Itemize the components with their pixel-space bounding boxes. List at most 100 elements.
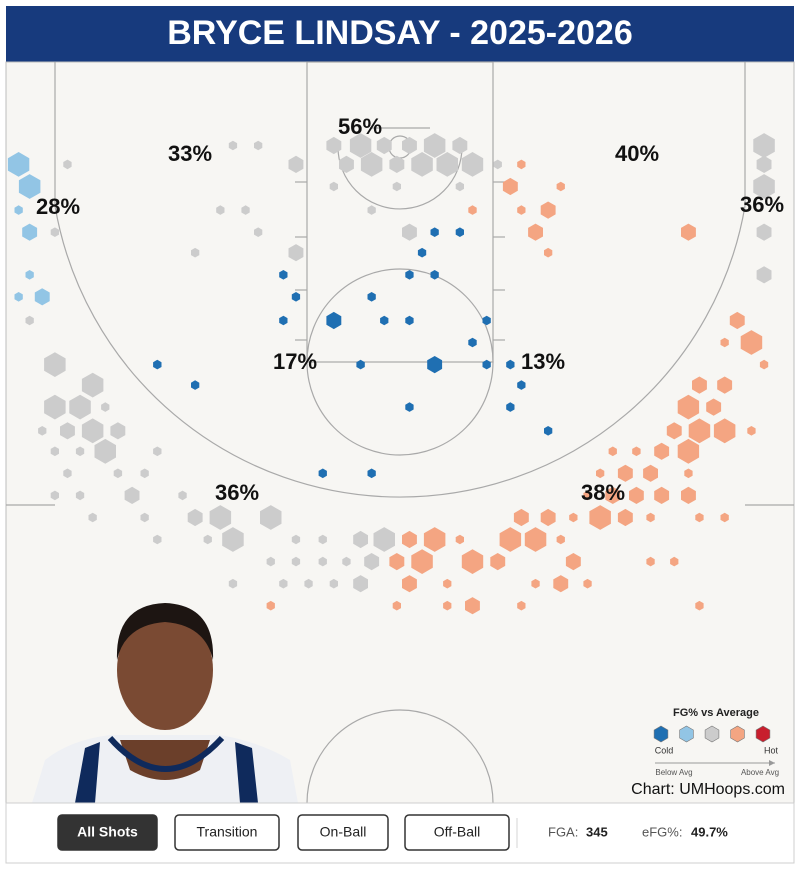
shot-hex xyxy=(544,426,553,436)
shot-hex xyxy=(279,578,288,589)
jersey-trim xyxy=(75,742,258,803)
shot-hex xyxy=(436,152,458,177)
shot-hex xyxy=(288,244,304,262)
shot-hex xyxy=(482,315,491,326)
shot-hex xyxy=(69,394,91,420)
shot-hex xyxy=(402,575,417,593)
stat-label: FGA: xyxy=(548,824,578,839)
shot-hex xyxy=(339,155,354,173)
shot-hex xyxy=(326,311,342,330)
shot-hex xyxy=(7,152,30,177)
shot-hex xyxy=(506,402,515,412)
shot-hex xyxy=(468,337,477,348)
filter-button-label[interactable]: All Shots xyxy=(77,824,138,840)
center-circle xyxy=(306,709,494,804)
shot-hex xyxy=(349,133,372,158)
shot-hex xyxy=(756,223,772,241)
filter-buttons: All Shots Transition On-Ball Off-Ball xyxy=(57,814,510,851)
shot-hex xyxy=(140,512,149,523)
shot-hex xyxy=(452,136,468,155)
shot-hex xyxy=(392,181,401,192)
shot-hex xyxy=(318,534,327,545)
filter-button[interactable] xyxy=(404,814,510,851)
head xyxy=(117,610,213,730)
shot-hex xyxy=(717,376,733,394)
restricted-area xyxy=(337,146,463,210)
zone-label: 17% xyxy=(273,349,317,374)
zone-label: 36% xyxy=(740,192,784,217)
stat-label: eFG%: xyxy=(642,824,682,839)
legend-swatch xyxy=(704,725,720,743)
shot-hex xyxy=(279,315,288,326)
zone-label: 13% xyxy=(521,349,565,374)
shot-hex xyxy=(329,578,338,589)
shot-hex xyxy=(720,512,729,523)
shot-hex xyxy=(605,486,621,504)
shot-hex xyxy=(517,205,526,215)
legend-above: Above Avg xyxy=(741,768,779,777)
filter-button-label[interactable]: Off-Ball xyxy=(434,824,480,840)
shot-hex xyxy=(44,352,66,377)
filter-button[interactable] xyxy=(297,814,389,851)
shot-hex xyxy=(706,398,722,416)
shot-hex xyxy=(326,136,342,155)
shot-hex xyxy=(455,181,464,192)
legend-swatch xyxy=(755,725,771,743)
filter-button[interactable] xyxy=(174,814,280,851)
legend-low: Cold xyxy=(655,745,674,755)
shot-hex xyxy=(25,315,34,326)
shot-hex xyxy=(14,292,23,302)
shot-hex xyxy=(506,359,515,370)
shot-hex xyxy=(617,508,633,527)
shot-hex xyxy=(747,426,756,436)
shot-hex xyxy=(402,136,417,155)
filter-button-label[interactable]: Transition xyxy=(197,824,258,840)
legend-below: Below Avg xyxy=(655,768,692,777)
shot-hex xyxy=(677,394,700,420)
shot-hex xyxy=(405,402,414,412)
shot-hex xyxy=(692,376,707,394)
shot-hex xyxy=(654,486,670,504)
shot-hex xyxy=(684,468,693,479)
shot-hex xyxy=(756,266,772,284)
shot-hex xyxy=(753,174,775,199)
stat-value: 49.7% xyxy=(691,824,728,839)
court-lines xyxy=(6,61,794,804)
shot-hex xyxy=(291,556,301,567)
shot-hex xyxy=(411,152,433,177)
shot-hex xyxy=(517,159,526,170)
filter-button-label[interactable]: On-Ball xyxy=(320,824,367,840)
shot-hex xyxy=(222,527,244,552)
shot-hex xyxy=(443,600,452,611)
shot-hex xyxy=(392,600,401,611)
shot-hex xyxy=(517,600,526,611)
shot-hex xyxy=(356,359,365,370)
shot-hex xyxy=(50,446,59,457)
shot-hex xyxy=(695,512,704,523)
shot-hex xyxy=(288,155,304,173)
shot-hex xyxy=(140,468,149,479)
shot-hex xyxy=(389,553,405,571)
hex-layer xyxy=(7,133,775,615)
shot-hex xyxy=(373,527,395,552)
zone-label: 33% xyxy=(168,141,212,166)
shot-hex xyxy=(670,556,679,567)
zone-label: 38% xyxy=(581,480,625,505)
shot-hex xyxy=(443,578,452,589)
shot-hex xyxy=(556,534,565,545)
shot-hex xyxy=(461,152,484,177)
shot-hex xyxy=(646,556,655,567)
shot-hex xyxy=(81,372,104,398)
filter-button[interactable] xyxy=(57,814,158,851)
shot-hex xyxy=(528,223,543,241)
zone-label: 36% xyxy=(215,480,259,505)
shot-hex xyxy=(524,527,547,552)
shot-hex xyxy=(740,330,763,355)
shot-hex xyxy=(729,311,745,330)
player-photo xyxy=(32,603,298,803)
shot-hex xyxy=(254,227,263,237)
shot-hex xyxy=(756,155,772,173)
shot-hex xyxy=(153,359,162,370)
shot-hex xyxy=(14,205,23,215)
